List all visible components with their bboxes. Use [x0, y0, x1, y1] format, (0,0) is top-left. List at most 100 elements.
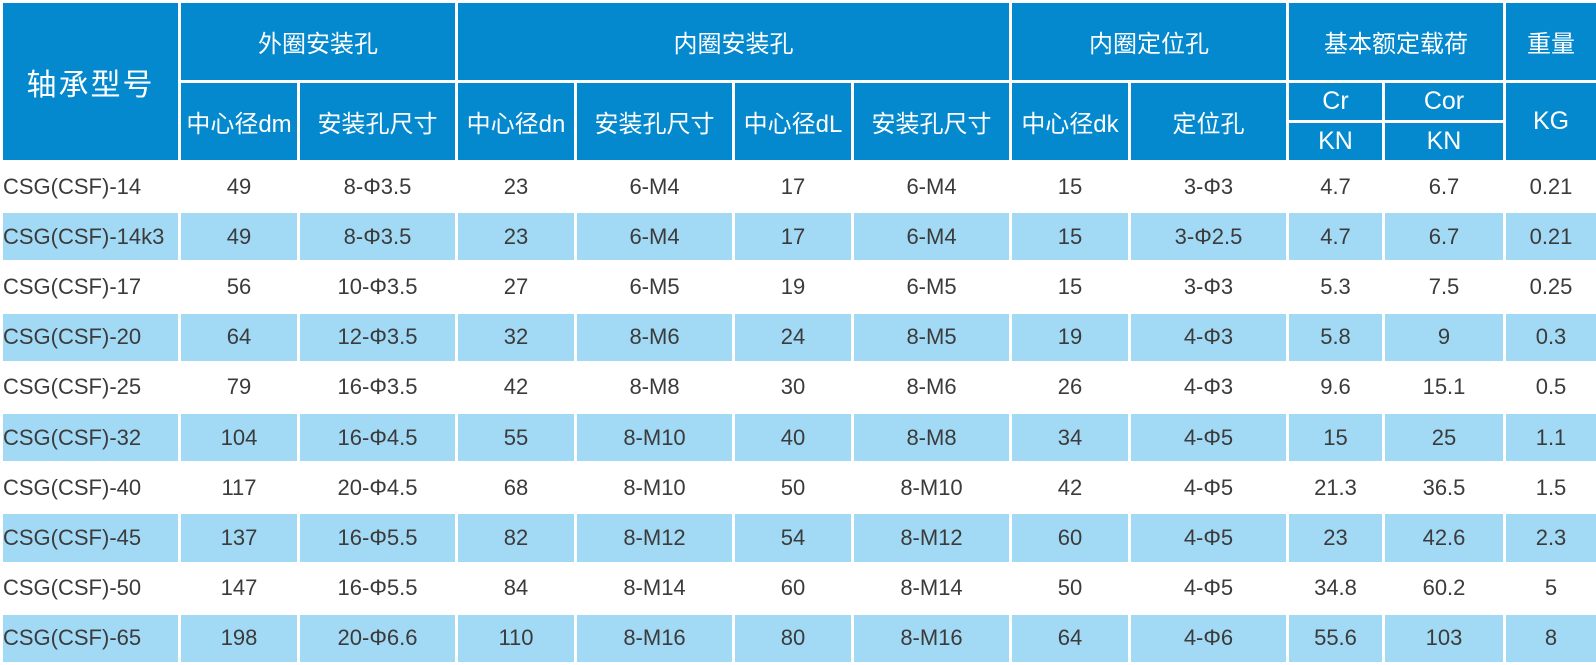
- bearing-model-cell: CSG(CSF)-65: [0, 611, 181, 665]
- table-cell: 15: [1009, 210, 1131, 264]
- table-cell: 4-Φ5: [1128, 561, 1289, 615]
- table-cell: 8-M10: [851, 461, 1012, 515]
- table-cell: 9: [1382, 310, 1506, 364]
- bearing-model-cell: CSG(CSF)-50: [0, 561, 181, 615]
- table-cell: 16-Φ5.5: [297, 511, 458, 565]
- header-sub-row: 中心径dm 安装孔尺寸 中心径dn 安装孔尺寸 中心径dL 安装孔尺寸 中心径d…: [2, 80, 1596, 163]
- column-header-locating-hole: 定位孔: [1128, 80, 1289, 163]
- table-cell: 60: [1009, 511, 1131, 565]
- table-cell: 0.5: [1503, 360, 1596, 414]
- column-header-center-dia-dm: 中心径dm: [178, 80, 300, 163]
- table-cell: 20-Φ4.5: [297, 461, 458, 515]
- header-unit-row: KN KN: [2, 120, 1596, 163]
- table-cell: 12-Φ3.5: [297, 310, 458, 364]
- table-cell: 34: [1009, 410, 1131, 465]
- table-cell: 17: [732, 210, 854, 264]
- table-cell: 50: [732, 461, 854, 515]
- table-cell: 34.8: [1286, 561, 1385, 615]
- table-cell: 49: [178, 159, 300, 214]
- table-body: CSG(CSF)-14 49 8-Φ3.5 23 6-M4 17 6-M4 15 3-Φ3 4.7…: [0, 159, 1596, 665]
- table-cell: 6-M4: [851, 159, 1012, 214]
- table-cell: 0.3: [1503, 310, 1596, 364]
- table-cell: 36.5: [1382, 461, 1506, 515]
- table-cell: 8-M6: [851, 360, 1012, 414]
- table-cell: 6-M4: [574, 159, 735, 214]
- table-cell: 4.7: [1286, 210, 1385, 264]
- bearing-model-cell: CSG(CSF)-14: [0, 159, 181, 214]
- table-cell: 21.3: [1286, 461, 1385, 515]
- table-row: CSG(CSF)-40 117 20-Φ4.5 68 8-M10 50 8-M10 42 4-Φ…: [0, 461, 1596, 515]
- bearing-model-cell: CSG(CSF)-40: [0, 461, 181, 515]
- bearing-model-cell: CSG(CSF)-17: [0, 260, 181, 314]
- bearing-model-cell: CSG(CSF)-14k3: [0, 210, 181, 264]
- table-cell: 6-M5: [574, 260, 735, 314]
- table-row: CSG(CSF)-65 198 20-Φ6.6 110 8-M16 80 8-M16 64 4-…: [0, 611, 1596, 665]
- table-cell: 15.1: [1382, 360, 1506, 414]
- table-row: CSG(CSF)-50 147 16-Φ5.5 84 8-M14 60 8-M14 50 4-Φ…: [0, 561, 1596, 615]
- table-cell: 8-M12: [851, 511, 1012, 565]
- table-cell: 137: [178, 511, 300, 565]
- table-cell: 64: [178, 310, 300, 364]
- table-cell: 104: [178, 410, 300, 465]
- table-cell: 4-Φ5: [1128, 461, 1289, 515]
- table-cell: 19: [1009, 310, 1131, 364]
- table-cell: 23: [455, 159, 577, 214]
- column-group-outer-ring-mounting-holes: 外圈安装孔: [178, 0, 458, 83]
- table-cell: 8-M16: [574, 611, 735, 665]
- table-cell: 3-Φ2.5: [1128, 210, 1289, 264]
- table-cell: 5.8: [1286, 310, 1385, 364]
- table-cell: 32: [455, 310, 577, 364]
- column-group-weight: 重量: [1503, 0, 1596, 83]
- table-cell: 6.7: [1382, 210, 1506, 264]
- table-cell: 19: [732, 260, 854, 314]
- table-cell: 5: [1503, 561, 1596, 615]
- table-cell: 2.3: [1503, 511, 1596, 565]
- table-cell: 8-Φ3.5: [297, 210, 458, 264]
- table-row: CSG(CSF)-14k3 49 8-Φ3.5 23 6-M4 17 6-M4 15 3-Φ2.…: [0, 210, 1596, 264]
- table-cell: 103: [1382, 611, 1506, 665]
- table-cell: 82: [455, 511, 577, 565]
- table-row: CSG(CSF)-45 137 16-Φ5.5 82 8-M12 54 8-M12 60 4-Φ…: [0, 511, 1596, 565]
- table-cell: 198: [178, 611, 300, 665]
- table-cell: 55: [455, 410, 577, 465]
- table-row: CSG(CSF)-32 104 16-Φ4.5 55 8-M10 40 8-M8 34 4-Φ5…: [0, 410, 1596, 465]
- table-cell: 8-M6: [574, 310, 735, 364]
- table-cell: 84: [455, 561, 577, 615]
- table-cell: 8-M10: [574, 410, 735, 465]
- table-cell: 27: [455, 260, 577, 314]
- table-cell: 15: [1009, 159, 1131, 214]
- table-row: CSG(CSF)-20 64 12-Φ3.5 32 8-M6 24 8-M5 19 4-Φ3 5.…: [0, 310, 1596, 364]
- bearing-model-cell: CSG(CSF)-45: [0, 511, 181, 565]
- table-cell: 55.6: [1286, 611, 1385, 665]
- table-cell: 16-Φ3.5: [297, 360, 458, 414]
- column-header-mounting-hole-size-inner1: 安装孔尺寸: [574, 80, 735, 163]
- table-cell: 20-Φ6.6: [297, 611, 458, 665]
- table-cell: 16-Φ4.5: [297, 410, 458, 465]
- table-cell: 8-M8: [574, 360, 735, 414]
- header-group-row: 轴承型号 外圈安装孔 内圈安装孔 内圈定位孔 基本额定载荷 重量: [0, 0, 1596, 163]
- table-cell: 110: [455, 611, 577, 665]
- table-cell: 60: [732, 561, 854, 615]
- table-row: CSG(CSF)-25 79 16-Φ3.5 42 8-M8 30 8-M6 26 4-Φ3 9.…: [0, 360, 1596, 414]
- table-cell: 1.1: [1503, 410, 1596, 465]
- table-cell: 147: [178, 561, 300, 615]
- table-cell: 3-Φ3: [1128, 159, 1289, 214]
- table-cell: 23: [455, 210, 577, 264]
- table-cell: 23: [1286, 511, 1385, 565]
- table-cell: 40: [732, 410, 854, 465]
- table-cell: 8-M14: [851, 561, 1012, 615]
- table-cell: 4-Φ3: [1128, 360, 1289, 414]
- table-cell: 9.6: [1286, 360, 1385, 414]
- table-cell: 8-Φ3.5: [297, 159, 458, 214]
- column-header-mounting-hole-size-outer: 安装孔尺寸: [297, 80, 458, 163]
- table-cell: 0.21: [1503, 159, 1596, 214]
- table-cell: 3-Φ3: [1128, 260, 1289, 314]
- table-cell: 8-M5: [851, 310, 1012, 364]
- table-cell: 17: [732, 159, 854, 214]
- table-cell: 6.7: [1382, 159, 1506, 214]
- table-cell: 42: [1009, 461, 1131, 515]
- table-cell: 24: [732, 310, 854, 364]
- table-cell: 4-Φ6: [1128, 611, 1289, 665]
